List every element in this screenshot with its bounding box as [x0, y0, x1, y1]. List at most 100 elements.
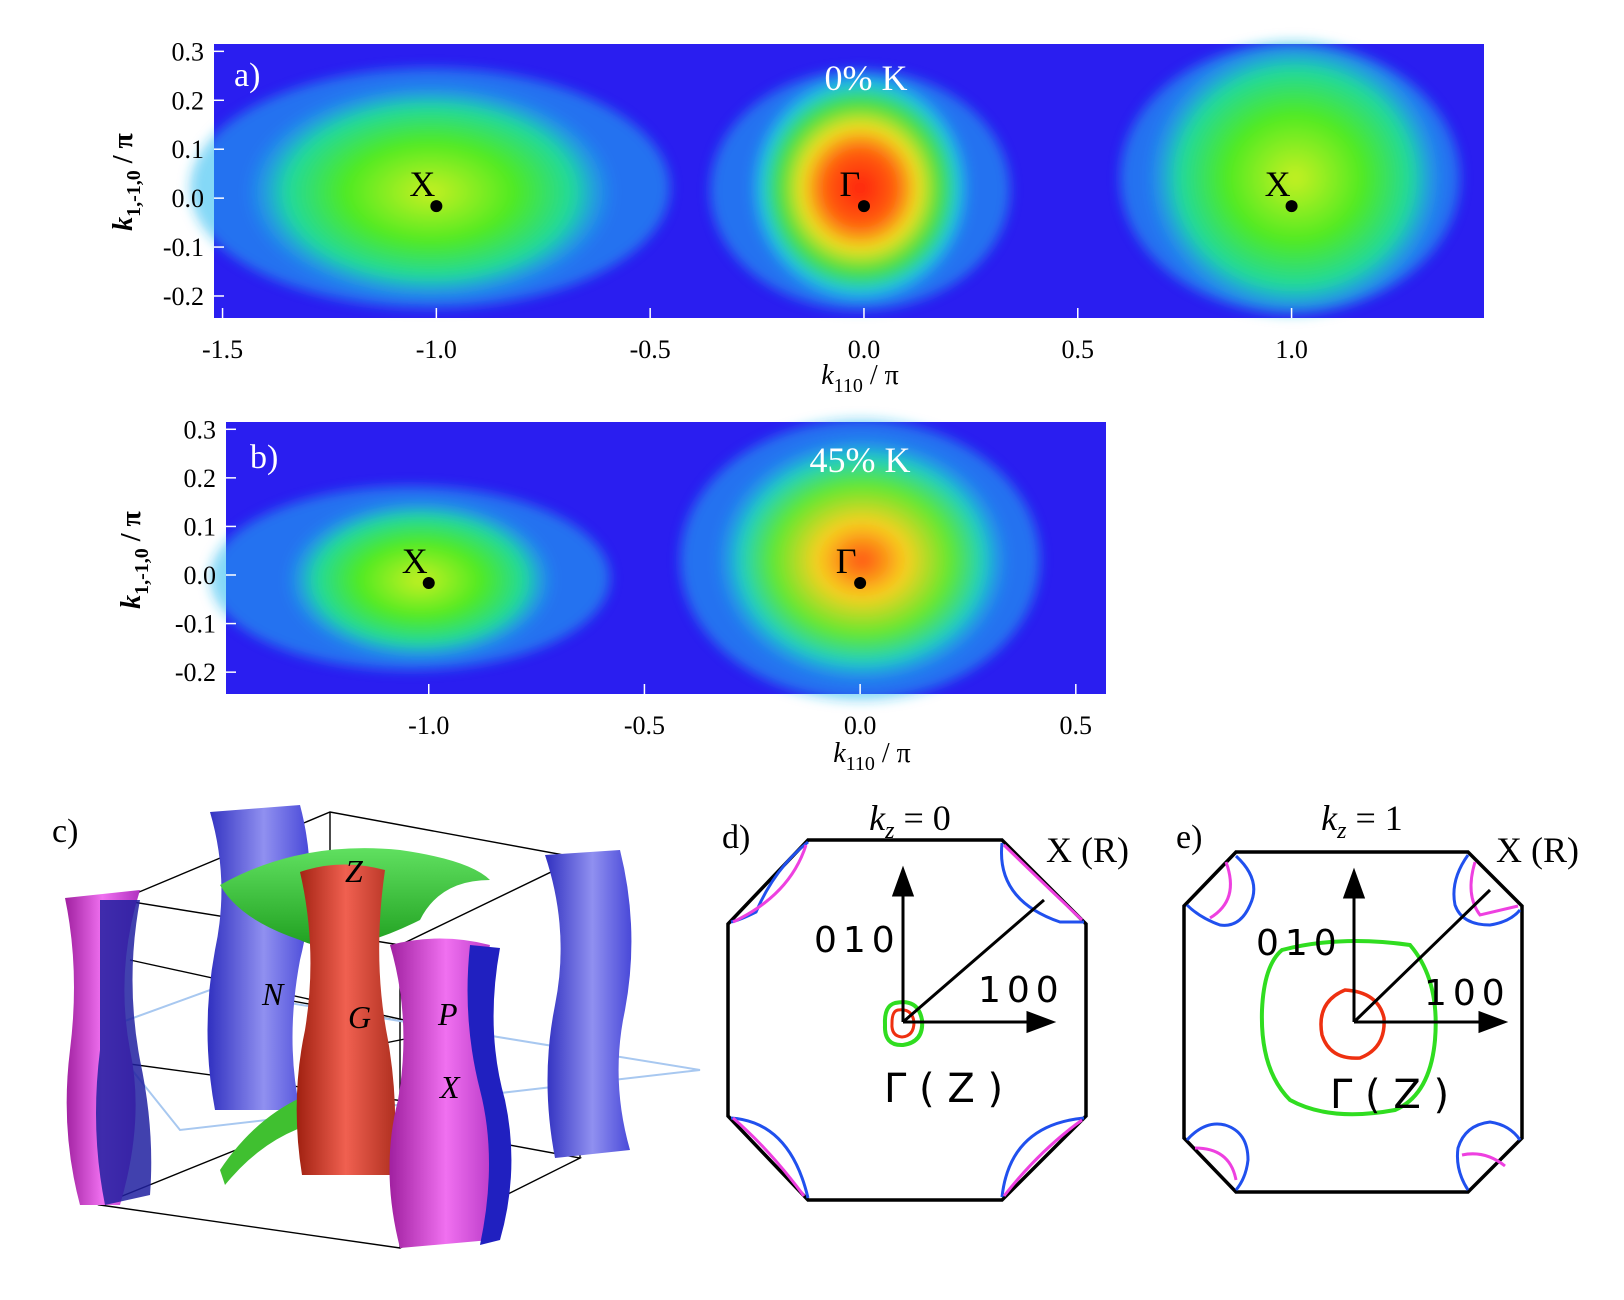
panel-b-y-tick-label: -0.1 — [175, 610, 216, 639]
panel-b-ylabel: k1,-1,0 / π — [116, 510, 153, 608]
panel-b-x-tick-label: -1.0 — [408, 711, 449, 740]
panel-d-kz: kz = 0 — [869, 798, 951, 844]
panel-e-kz: kz = 1 — [1321, 798, 1403, 844]
panel-c-blue-center-edge — [467, 945, 512, 1245]
panel-b-ylabel-main: k — [116, 595, 147, 609]
panel-c-plane — [99, 988, 701, 1132]
panel-d-kz-sub: z — [884, 818, 895, 844]
panel-c: c) Z N G P X — [52, 805, 701, 1249]
panel-c-point-labels: Z N G P X — [261, 853, 461, 1105]
panel-e-label: e) — [1176, 819, 1202, 856]
panel-a-y-tick-label: 0.3 — [172, 37, 205, 66]
panel-a-y-ticks: 0.3 0.2 0.1 0.0 -0.1 -0.2 — [163, 37, 224, 311]
panel-d-center: Γ ( Z ) — [884, 1066, 1003, 1112]
panel-a-y-tick-label: -0.1 — [163, 233, 204, 262]
panel-e-pocket-tr-blue — [1452, 854, 1522, 927]
panel-a-x-tick-label: 0.0 — [848, 335, 881, 364]
panel-d-pocket-br-mag — [1002, 1118, 1083, 1197]
panel-a-x-tick-label: -0.5 — [630, 335, 671, 364]
panel-e-pocket-tl-mag — [1209, 861, 1232, 920]
panel-c-blue-right — [545, 850, 632, 1158]
panel-e: e) kz = 1 X (R) 010 100 Γ ( Z ) — [1176, 798, 1579, 1194]
panel-a-intensity — [190, 38, 1460, 318]
panel-c-label-g: G — [348, 999, 371, 1035]
panel-d-kz-val: = 0 — [895, 798, 951, 838]
panel-b-point-marker — [422, 577, 435, 589]
panel-a-point-marker — [1285, 200, 1298, 213]
panel-c-label-p: P — [437, 996, 458, 1032]
panel-a-x-tick-label: 0.5 — [1062, 335, 1095, 364]
panel-e-red-pocket — [1319, 988, 1386, 1060]
panel-b-xlabel-sub: 110 — [846, 753, 875, 775]
panel-e-center: Γ ( Z ) — [1330, 1072, 1449, 1118]
panel-a-x-tick-label: -1.0 — [416, 335, 457, 364]
panel-b: 0.3 0.2 0.1 0.0 -0.1 -0.2 -1.0 -0.5 0.0 0.5 b) 4… — [116, 415, 1106, 775]
panel-d-dir-x: 100 — [978, 970, 1065, 1011]
panel-e-axes — [1342, 867, 1509, 1034]
panel-a-y-tick-label: 0.2 — [172, 86, 205, 115]
panel-b-xlabel: k110 / π — [833, 738, 911, 775]
panel-a-label: a) — [234, 57, 260, 94]
panel-b-y-tick-label: 0.1 — [184, 512, 217, 541]
panel-e-pocket-br-blue — [1456, 1120, 1522, 1191]
panel-c-blue-left-front — [96, 900, 152, 1205]
panel-a-x-tick-label: 1.0 — [1275, 335, 1308, 364]
panel-d-pocket-tr-blue — [999, 842, 1084, 924]
panel-b-intensity — [210, 420, 1040, 700]
panel-d-axes — [891, 865, 1057, 1034]
panel-b-x-tick-label: -0.5 — [624, 711, 665, 740]
panel-d-pocket-bl-mag — [732, 1116, 806, 1197]
panel-d-pocket-tl-mag — [732, 844, 808, 924]
panel-d-pocket-br-blue — [1000, 1116, 1085, 1198]
panel-a-x-tick-label: -1.5 — [202, 335, 243, 364]
panel-b-point-marker — [854, 577, 867, 589]
panel-e-pocket-bl-mag — [1194, 1146, 1238, 1181]
panel-a-xlabel: k110 / π — [821, 360, 899, 397]
panel-a: 0.3 0.2 0.1 0.0 -0.1 -0.2 -1.5 -1.0 -0.5 0.0 0.5 1… — [108, 37, 1484, 397]
panel-b-xlabel-main: k — [833, 738, 846, 769]
panel-d-pocket-bl-blue — [730, 1116, 810, 1199]
panel-a-x-ticks: -1.5 -1.0 -0.5 0.0 0.5 1.0 — [202, 308, 1308, 364]
panel-a-xlabel-tail: / π — [863, 360, 899, 391]
panel-c-blue-left-back — [207, 805, 310, 1110]
panel-a-xlabel-main: k — [821, 360, 834, 391]
panel-a-ylabel-main: k — [108, 217, 139, 231]
panel-a-point-label: Γ — [840, 164, 861, 204]
panel-e-pocket-tl-blue — [1185, 854, 1256, 927]
panel-a-point-marker — [857, 200, 870, 213]
panel-b-y-tick-label: 0.3 — [184, 415, 217, 444]
panel-d-dir-y: 010 — [814, 920, 901, 961]
panel-a-point-marker — [430, 200, 443, 213]
panel-b-ylabel-tail: / π — [116, 510, 147, 548]
panel-a-title: 0% K — [825, 58, 908, 98]
panel-b-ylabel-sub: 1,-1,0 — [131, 548, 153, 595]
panel-e-pocket-bl-blue — [1185, 1122, 1250, 1191]
panel-a-ylabel-sub: 1,-1,0 — [123, 170, 145, 217]
panel-a-y-tick-label: 0.1 — [172, 135, 205, 164]
panel-e-pockets — [1185, 854, 1522, 1191]
panel-a-y-tick-label: 0.0 — [172, 184, 205, 213]
panel-e-kz-sub: z — [1336, 818, 1347, 844]
panel-e-corner: X (R) — [1496, 830, 1579, 870]
panel-e-pocket-tr-mag — [1469, 861, 1519, 917]
panel-b-title: 45% K — [810, 440, 911, 480]
panel-a-y-tick-label: -0.2 — [163, 282, 204, 311]
panel-e-kz-k: k — [1321, 798, 1338, 838]
panel-e-green-pocket — [1259, 939, 1438, 1117]
panel-a-ylabel: k1,-1,0 / π — [108, 132, 145, 230]
panel-c-red-cylinder — [296, 864, 396, 1175]
panel-e-pocket-br-mag — [1461, 1152, 1506, 1168]
panel-b-y-tick-label: 0.0 — [184, 561, 217, 590]
panel-e-zone — [1182, 850, 1524, 1194]
panel-a-point-label: X — [409, 164, 435, 204]
panel-e-dir-y: 010 — [1256, 923, 1343, 964]
panel-b-x-tick-label: 0.5 — [1060, 711, 1093, 740]
panel-d: d) kz = 0 X (R) 010 100 Γ ( Z ) — [722, 798, 1129, 1202]
panel-b-x-ticks: -1.0 -0.5 0.0 0.5 — [408, 684, 1092, 740]
panel-a-ylabel-tail: / π — [108, 132, 139, 170]
panel-d-pocket-tr-mag — [1002, 843, 1084, 922]
panel-b-point-label: Γ — [836, 541, 857, 581]
